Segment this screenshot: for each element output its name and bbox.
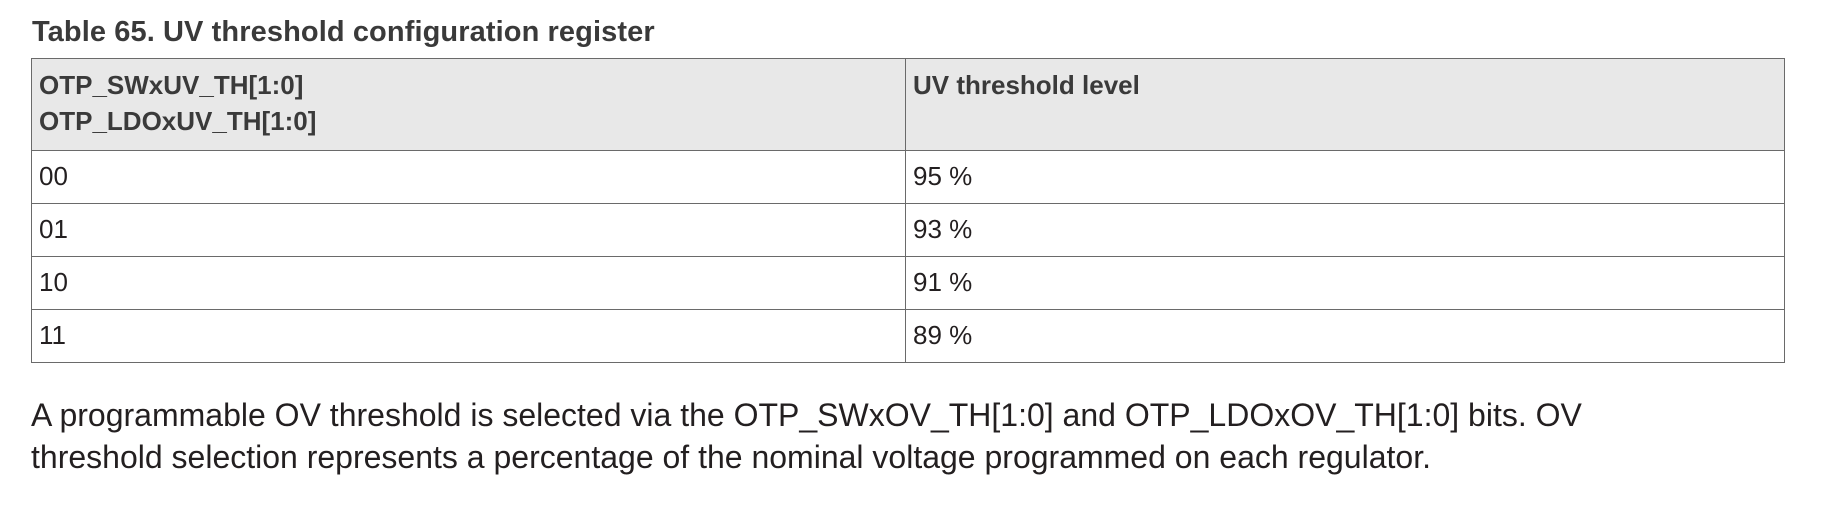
ov-threshold-paragraph: A programmable OV threshold is selected … xyxy=(31,394,1811,478)
table-cell-level: 91 % xyxy=(905,256,1785,310)
table-cell-bits: 11 xyxy=(31,309,906,363)
header-uv-level-label: UV threshold level xyxy=(913,70,1140,100)
table-row: 10 91 % xyxy=(31,256,1785,310)
header-sw-bits: OTP_SWxUV_TH[1:0] xyxy=(39,70,304,100)
table-row: 01 93 % xyxy=(31,203,1785,257)
table-row: 00 95 % xyxy=(31,150,1785,204)
header-uv-threshold-level: UV threshold level xyxy=(905,58,1785,151)
header-register-bits: OTP_SWxUV_TH[1:0] OTP_LDOxUV_TH[1:0] xyxy=(31,58,906,151)
table-cell-level: 93 % xyxy=(905,203,1785,257)
header-ldo-bits: OTP_LDOxUV_TH[1:0] xyxy=(39,106,317,136)
table-cell-bits: 00 xyxy=(31,150,906,204)
table-cell-level: 95 % xyxy=(905,150,1785,204)
paragraph-line: A programmable OV threshold is selected … xyxy=(31,397,1582,433)
table-header-row: OTP_SWxUV_TH[1:0] OTP_LDOxUV_TH[1:0] UV … xyxy=(31,58,1785,151)
table-row: 11 89 % xyxy=(31,309,1785,363)
table-cell-bits: 10 xyxy=(31,256,906,310)
table-cell-bits: 01 xyxy=(31,203,906,257)
uv-threshold-table: OTP_SWxUV_TH[1:0] OTP_LDOxUV_TH[1:0] UV … xyxy=(31,58,1785,363)
table-caption: Table 65. UV threshold configuration reg… xyxy=(32,16,655,48)
paragraph-line: threshold selection represents a percent… xyxy=(31,439,1431,475)
table-cell-level: 89 % xyxy=(905,309,1785,363)
